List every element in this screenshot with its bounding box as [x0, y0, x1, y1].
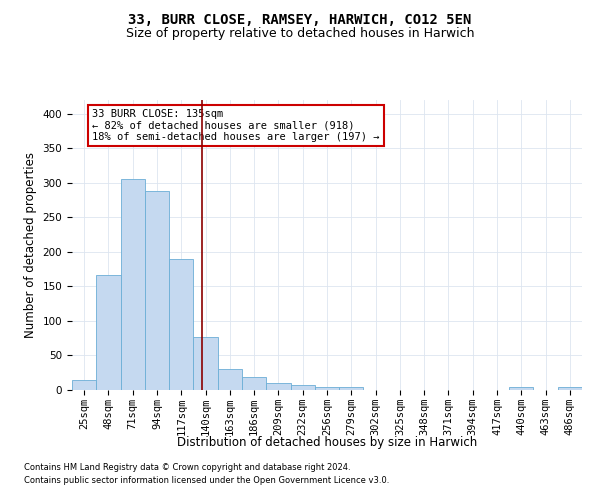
Bar: [290, 385, 315, 390]
Text: Contains HM Land Registry data © Crown copyright and database right 2024.: Contains HM Land Registry data © Crown c…: [24, 464, 350, 472]
Text: Contains public sector information licensed under the Open Government Licence v3: Contains public sector information licen…: [24, 476, 389, 485]
Bar: [121, 180, 145, 390]
Bar: [558, 386, 582, 390]
Bar: [72, 380, 96, 390]
Bar: [96, 274, 121, 390]
Bar: [145, 191, 169, 390]
Bar: [315, 387, 339, 390]
Bar: [509, 386, 533, 390]
Bar: [169, 259, 193, 390]
Bar: [339, 386, 364, 390]
Bar: [193, 337, 218, 390]
Bar: [218, 368, 242, 390]
Text: Distribution of detached houses by size in Harwich: Distribution of detached houses by size …: [177, 436, 477, 449]
Text: 33, BURR CLOSE, RAMSEY, HARWICH, CO12 5EN: 33, BURR CLOSE, RAMSEY, HARWICH, CO12 5E…: [128, 12, 472, 26]
Y-axis label: Number of detached properties: Number of detached properties: [24, 152, 37, 338]
Bar: [266, 383, 290, 390]
Text: Size of property relative to detached houses in Harwich: Size of property relative to detached ho…: [126, 28, 474, 40]
Text: 33 BURR CLOSE: 135sqm
← 82% of detached houses are smaller (918)
18% of semi-det: 33 BURR CLOSE: 135sqm ← 82% of detached …: [92, 108, 380, 142]
Bar: [242, 377, 266, 390]
